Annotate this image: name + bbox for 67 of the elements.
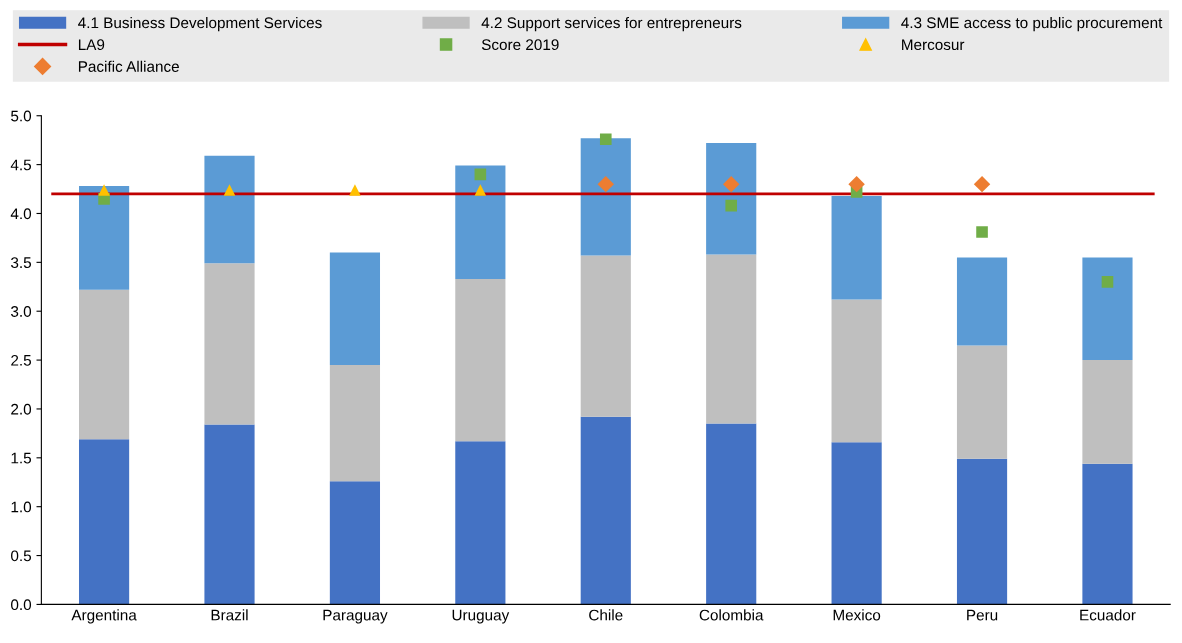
y-tick-label: 3.5 — [10, 257, 32, 269]
bar — [79, 186, 130, 290]
bar — [1082, 360, 1133, 464]
point — [1101, 276, 1114, 288]
x-tick-label: Chile — [589, 609, 623, 621]
point — [599, 133, 612, 146]
point — [722, 175, 740, 193]
bar — [706, 423, 757, 605]
bar — [706, 143, 757, 255]
point — [848, 175, 865, 193]
bar — [329, 481, 381, 605]
bar — [831, 442, 882, 605]
bar — [204, 155, 255, 264]
bar — [956, 345, 1008, 459]
x-tick-label: Mexico — [833, 609, 881, 621]
bar — [79, 289, 130, 440]
bar — [580, 138, 631, 256]
y-tick-label: 2.5 — [11, 354, 32, 366]
bar — [706, 254, 757, 424]
y-tick-label: 5.0 — [11, 110, 32, 122]
bar — [1082, 257, 1133, 361]
legend-label: 4.1 Business Development Services — [78, 16, 322, 32]
legend-label: LA9 — [78, 39, 105, 51]
bar — [831, 195, 882, 300]
bar — [455, 441, 506, 605]
point — [98, 184, 110, 196]
x-tick-label: Argentina — [71, 609, 137, 624]
y-tick-label: 3.0 — [10, 306, 32, 317]
bar — [831, 299, 882, 443]
point — [474, 168, 487, 181]
y-tick-label: 4.0 — [10, 208, 32, 220]
x-tick-label: Uruguay — [452, 609, 510, 624]
x-tick-label: Colombia — [699, 609, 764, 621]
bar — [79, 439, 130, 605]
point — [597, 175, 614, 193]
x-tick-label: Ecuador — [1080, 609, 1136, 621]
point — [349, 184, 361, 196]
legend-label: Pacific Alliance — [78, 60, 179, 72]
bar — [455, 278, 506, 442]
bar — [580, 416, 631, 605]
bar — [455, 165, 506, 279]
point — [474, 184, 487, 196]
legend-label: Mercosur — [902, 39, 965, 51]
bar — [1082, 463, 1133, 605]
legend-label: 4.2 Support services for entrepreneurs — [481, 16, 742, 32]
point — [725, 199, 738, 212]
y-tick-label: 1.0 — [11, 501, 32, 513]
bar — [329, 364, 381, 482]
legend-label: 4.3 SME access to public procurement — [901, 16, 1163, 32]
bar — [204, 263, 255, 425]
y-tick-label: 0.5 — [11, 550, 32, 562]
y-tick-label: 0.0 — [11, 599, 32, 611]
point — [223, 184, 236, 196]
bar — [956, 257, 1008, 346]
point — [973, 175, 991, 193]
bar — [204, 424, 255, 605]
y-tick-label: 1.5 — [11, 452, 32, 464]
point — [976, 226, 988, 238]
bar — [956, 458, 1008, 605]
bar — [580, 255, 631, 417]
y-tick-label: 2.0 — [11, 403, 32, 415]
x-tick-label: Paraguay — [323, 609, 388, 624]
y-tick-label: 4.5 — [10, 159, 32, 171]
x-tick-label: Brazil — [211, 609, 248, 621]
x-tick-label: Peru — [967, 609, 998, 621]
bar — [329, 252, 381, 365]
legend-label: Score 2019 — [481, 39, 559, 51]
